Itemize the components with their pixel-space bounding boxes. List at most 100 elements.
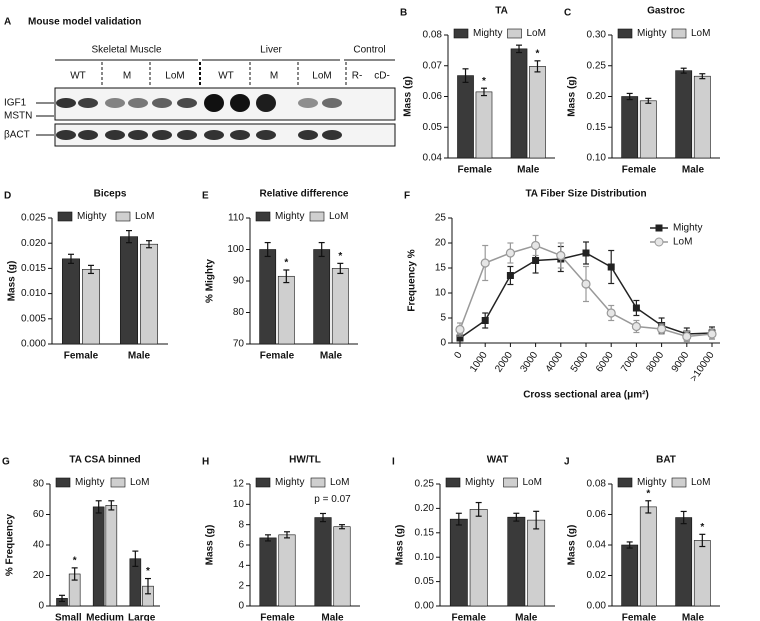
legend-label: LoM — [527, 28, 546, 39]
y-tick-label: 0.25 — [587, 60, 607, 71]
x-tick-label: 6000 — [594, 350, 616, 375]
point — [456, 334, 464, 342]
blot-title: Mouse model validation — [28, 17, 141, 28]
x-tick-label: 4000 — [544, 350, 566, 375]
y-tick-label: 5 — [440, 313, 446, 324]
y-tick-label: 0.00 — [587, 601, 607, 612]
point — [455, 324, 465, 335]
band-label: βACT — [4, 130, 30, 141]
bar — [61, 258, 80, 345]
y-tick-label: 90 — [233, 276, 245, 287]
panel-letter: A — [4, 17, 11, 28]
x-tick-label: Male — [682, 165, 705, 176]
legend-label: Mighty — [275, 211, 304, 222]
x-tick-label: Female — [458, 165, 493, 176]
significance-marker: * — [284, 258, 288, 269]
y-tick-label: 4 — [238, 560, 244, 571]
y-tick-label: 100 — [227, 244, 244, 255]
panel-letter: D — [4, 191, 11, 202]
bar — [693, 75, 711, 159]
legend-swatch — [255, 477, 271, 488]
x-tick-label: Female — [260, 351, 295, 362]
x-tick-label: Large — [128, 613, 156, 621]
blot-band — [152, 98, 172, 108]
y-axis-label: Mass (g) — [395, 525, 406, 566]
bar — [529, 66, 546, 159]
chart-title: Gastroc — [647, 6, 685, 17]
significance-marker: * — [482, 76, 486, 87]
blot-band — [128, 98, 148, 108]
bar — [675, 70, 693, 159]
legend-label: Mighty — [275, 477, 304, 488]
significance-marker: * — [646, 488, 650, 499]
x-tick-label: Female — [622, 165, 657, 176]
point — [556, 250, 566, 261]
legend-label: Mighty — [637, 28, 666, 39]
point — [506, 272, 514, 279]
x-tick-label: 9000 — [670, 350, 692, 375]
y-tick-label: 0.000 — [21, 339, 46, 350]
bar — [277, 275, 295, 345]
band-label: IGF1 — [4, 98, 27, 109]
point — [631, 321, 642, 332]
x-tick-label: Female — [452, 613, 487, 621]
legend-label: Mighty — [75, 477, 104, 488]
y-tick-label: 0.010 — [21, 288, 46, 299]
legend-swatch — [255, 211, 271, 222]
bar — [621, 96, 639, 159]
significance-marker: * — [700, 522, 704, 533]
y-tick-label: 25 — [435, 213, 447, 224]
lane-label: LoM — [312, 71, 331, 82]
bar — [259, 249, 277, 345]
y-tick-label: 0.025 — [21, 213, 46, 224]
x-tick-label: 0 — [452, 350, 464, 361]
bar — [457, 75, 474, 159]
bar — [92, 506, 105, 607]
y-tick-label: 0.25 — [415, 479, 435, 490]
y-tick-label: 0.04 — [423, 153, 443, 164]
x-tick-label: Male — [320, 351, 343, 362]
panel-letter: J — [564, 457, 570, 468]
x-tick-label: Small — [55, 613, 82, 621]
blot-lower — [54, 123, 396, 147]
point — [581, 279, 591, 289]
x-tick-label: 1000 — [468, 350, 490, 375]
y-tick-label: 0.020 — [21, 238, 46, 249]
legend-label: Mighty — [473, 28, 502, 39]
legend-swatch — [309, 211, 325, 222]
x-tick-label: Female — [260, 613, 295, 621]
x-tick-label: Male — [517, 165, 540, 176]
y-tick-label: 110 — [228, 213, 244, 224]
panel-letter: E — [202, 191, 209, 202]
chart-title: TA CSA binned — [69, 455, 140, 466]
bar — [105, 505, 118, 607]
legend-swatch — [310, 477, 326, 488]
legend-label: Mighty — [77, 211, 106, 222]
x-tick-label: 8000 — [644, 350, 666, 375]
y-tick-label: 0.02 — [587, 570, 607, 581]
chart-title: HW/TL — [289, 455, 321, 466]
y-tick-label: 80 — [233, 307, 245, 318]
point — [607, 263, 615, 271]
chart-title: WAT — [487, 455, 508, 466]
lane-label: WT — [218, 71, 234, 82]
blot-band — [105, 98, 125, 108]
x-tick-label: Male — [682, 613, 705, 621]
legend-label: LoM — [329, 211, 348, 222]
lane-label: R- — [352, 71, 363, 82]
y-tick-label: 0.15 — [415, 527, 435, 538]
actin-band — [230, 130, 250, 140]
y-tick-label: 0.005 — [21, 313, 46, 324]
x-tick-label: >10000 — [688, 350, 717, 384]
y-tick-label: 0 — [38, 601, 44, 612]
blot-band — [56, 98, 76, 108]
significance-marker: * — [536, 48, 540, 59]
y-tick-label: 10 — [435, 288, 447, 299]
y-tick-label: 0.05 — [423, 122, 443, 133]
y-axis-label: % Mighty — [205, 259, 216, 303]
actin-band — [322, 130, 342, 140]
y-tick-label: 0.10 — [415, 552, 435, 563]
y-tick-label: 8 — [238, 519, 244, 530]
y-tick-label: 0.08 — [423, 30, 443, 41]
